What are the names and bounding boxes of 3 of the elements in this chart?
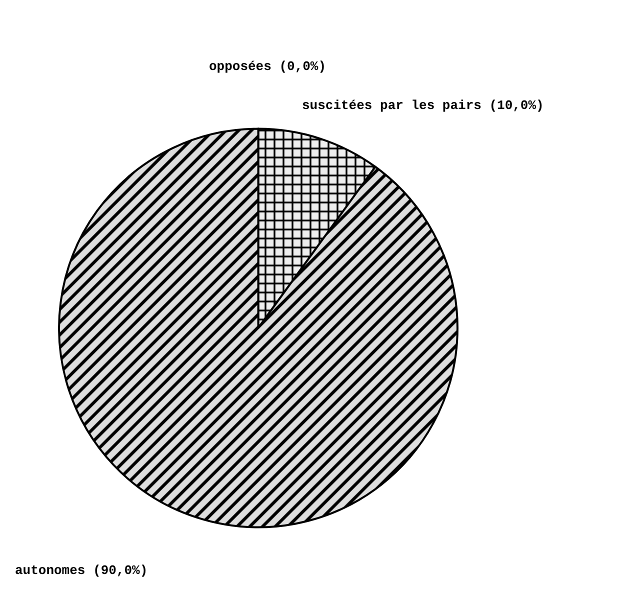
slice-label: autonomes (90,0%) <box>15 563 148 578</box>
category-label: opposées (0,0%) <box>209 59 326 74</box>
slice-label: suscitées par les pairs (10,0%) <box>302 98 544 113</box>
